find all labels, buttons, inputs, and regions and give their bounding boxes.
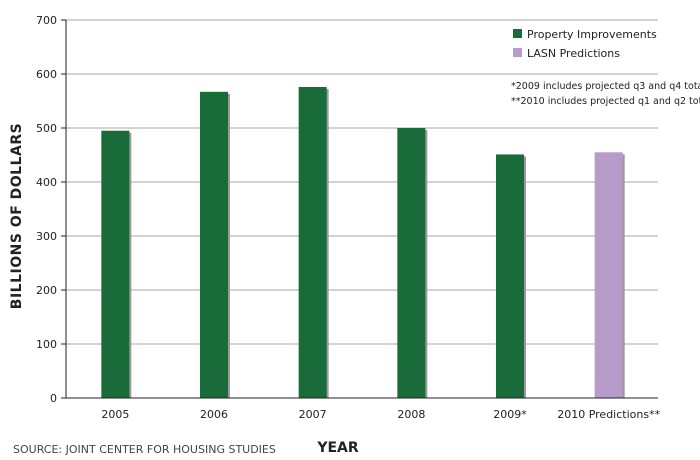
bar xyxy=(397,128,426,398)
bars xyxy=(101,86,625,399)
annotations: *2009 includes projected q3 and q4 total… xyxy=(511,81,700,107)
bar xyxy=(200,91,228,398)
x-tick-label: 2007 xyxy=(299,408,327,421)
legend-swatch xyxy=(513,48,522,57)
y-axis-label: BILLIONS OF DOLLARS xyxy=(9,123,25,309)
bar xyxy=(298,86,327,399)
y-tick-label: 300 xyxy=(36,230,57,243)
y-tick-label: 500 xyxy=(36,122,57,135)
x-tick-label: 2009* xyxy=(493,408,527,421)
y-axis-ticks: 0 100 200 300 400 500 600 700 xyxy=(36,14,66,405)
legend-label: Property Improvements xyxy=(527,28,657,41)
source-note: SOURCE: JOINT CENTER FOR HOUSING STUDIES xyxy=(13,443,276,456)
y-tick-label: 200 xyxy=(36,284,57,297)
y-tick-label: 100 xyxy=(36,338,57,351)
y-tick-label: 400 xyxy=(36,176,57,189)
x-tick-label: 2008 xyxy=(397,408,425,421)
y-tick-label: 600 xyxy=(36,68,57,81)
x-tick-label: 2006 xyxy=(200,408,228,421)
x-tick-label: 2010 Predictions** xyxy=(557,408,660,421)
x-tick-label: 2005 xyxy=(101,408,129,421)
x-axis-ticks: 2005 2006 2007 2008 2009* 2010 Predictions** xyxy=(101,408,660,421)
legend-swatch xyxy=(513,29,522,38)
annotation-note: **2010 includes projected q1 and q2 tota… xyxy=(511,96,700,107)
x-axis-label: YEAR xyxy=(316,440,359,456)
gridlines xyxy=(66,19,658,345)
legend: Property Improvements LASN Predictions xyxy=(513,28,657,60)
bar xyxy=(496,154,524,398)
bar xyxy=(594,152,623,398)
y-tick-label: 0 xyxy=(50,392,57,405)
legend-label: LASN Predictions xyxy=(527,47,620,60)
bar xyxy=(101,130,130,398)
y-tick-label: 700 xyxy=(36,14,57,27)
annotation-note: *2009 includes projected q3 and q4 total xyxy=(511,81,700,92)
